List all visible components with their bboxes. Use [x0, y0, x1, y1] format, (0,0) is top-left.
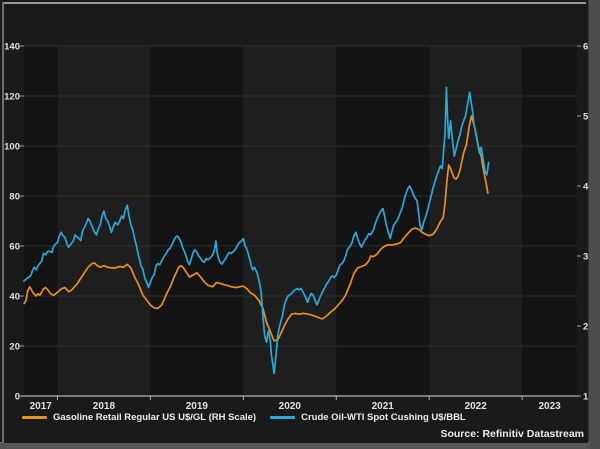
x-axis-year-label: 2020	[279, 401, 302, 412]
x-axis-year-label: 2023	[538, 401, 561, 412]
window-border-right	[588, 0, 600, 449]
gasoline-line-swatch	[22, 416, 47, 419]
year-band	[429, 46, 523, 396]
legend: Gasoline Retail Regular US U$/GL (RH Sca…	[22, 412, 466, 423]
wti-line-swatch	[270, 416, 296, 419]
legend-item-wti: Crude Oil-WTI Spot Cushing U$/BBL	[270, 412, 466, 423]
left-axis-tick-label: 40	[9, 292, 20, 303]
window-border-top	[2, 2, 586, 4]
year-bands	[24, 46, 577, 396]
right-axis-tick-label: 1	[583, 392, 589, 403]
series-line-wti	[23, 86, 490, 375]
year-band	[24, 46, 58, 396]
right-axis-tick-label: 3	[583, 252, 588, 263]
left-axis-tick-label: 60	[9, 242, 20, 253]
year-band	[522, 46, 577, 396]
x-axis-year-label: 2019	[186, 401, 209, 412]
year-band	[57, 46, 151, 396]
left-axis-tick-label: 80	[9, 192, 20, 203]
x-axis-year-label: 2022	[465, 401, 488, 412]
left-axis-tick-label: 140	[4, 42, 20, 53]
source-credit: Source: Refinitiv Datastream	[440, 428, 584, 440]
right-axis-tick-label: 6	[583, 42, 588, 53]
left-axis-tick-label: 0	[15, 392, 20, 403]
right-axis-tick-label: 5	[583, 112, 589, 123]
axis-ticks	[20, 45, 581, 400]
window-border-left	[2, 2, 4, 443]
series-line-gasoline	[23, 115, 489, 342]
left-axis-tick-label: 20	[9, 342, 20, 353]
x-axis-year-label: 2018	[93, 401, 116, 412]
legend-label-wti: Crude Oil-WTI Spot Cushing U$/BBL	[301, 412, 466, 423]
year-band	[150, 46, 244, 396]
right-axis-tick-label: 2	[583, 322, 588, 333]
x-axis-year-label: 2021	[372, 401, 395, 412]
right-axis-tick-label: 4	[583, 182, 589, 193]
gridlines	[24, 45, 577, 347]
year-band	[243, 46, 337, 396]
x-axis-year-label: 2017	[30, 401, 53, 412]
legend-label-gasoline: Gasoline Retail Regular US U$/GL (RH Sca…	[53, 412, 257, 423]
year-band	[336, 46, 430, 396]
left-axis-tick-label: 100	[4, 142, 20, 153]
legend-item-gasoline: Gasoline Retail Regular US U$/GL (RH Sca…	[22, 412, 256, 423]
left-axis-tick-label: 120	[4, 92, 20, 103]
